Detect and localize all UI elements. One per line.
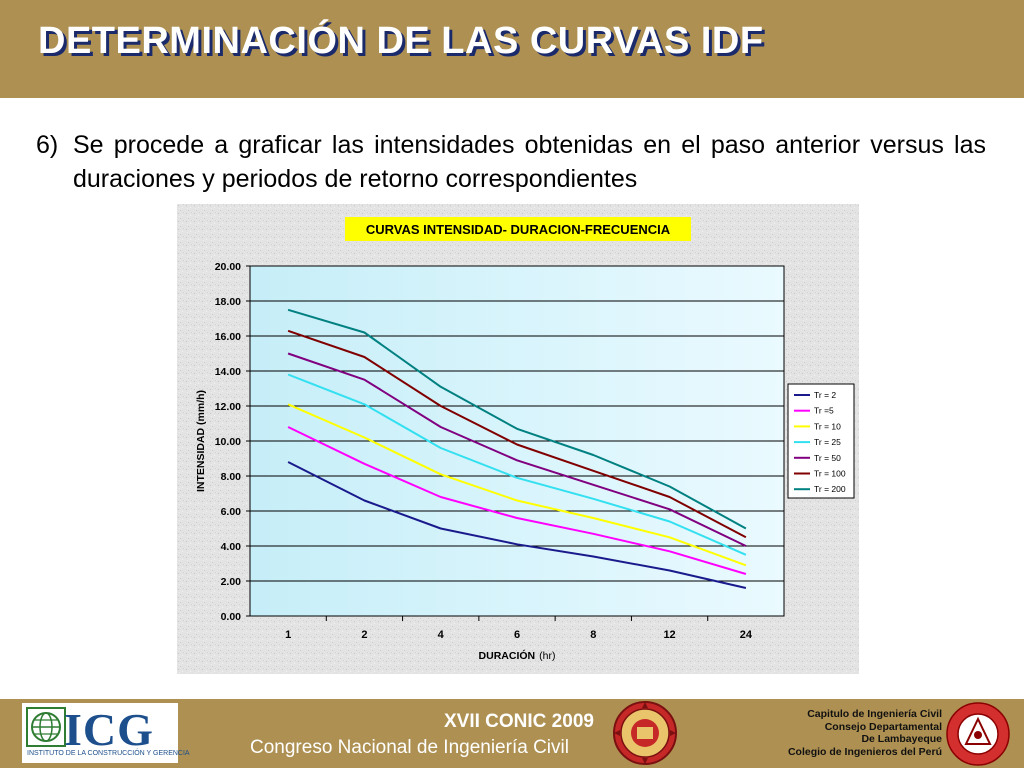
y-tick-label: 18.00	[215, 296, 241, 308]
y-tick-label: 16.00	[215, 331, 241, 343]
y-tick-label: 14.00	[215, 366, 241, 378]
icg-logo	[22, 703, 178, 763]
legend-label: Tr = 2	[814, 390, 836, 400]
chart-title: CURVAS INTENSIDAD- DURACION-FRECUENCIA	[366, 222, 671, 237]
legend-label: Tr = 10	[814, 421, 841, 431]
y-tick-label: 12.00	[215, 401, 241, 413]
y-tick-label: 6.00	[221, 506, 242, 518]
icg-logo-subtitle: INSTITUTO DE LA CONSTRUCCIÓN Y GERENCIA	[27, 750, 190, 757]
x-tick-label: 2	[361, 629, 367, 641]
series-line	[287, 352, 747, 547]
legend-label: Tr =5	[814, 406, 834, 416]
legend-label: Tr = 50	[814, 453, 841, 463]
series-line	[287, 329, 747, 539]
y-axis-label: INTENSIDAD (mm/h)	[195, 390, 207, 492]
chart-svg: CURVAS INTENSIDAD- DURACION-FRECUENCIA 0…	[177, 204, 859, 674]
series-line	[287, 403, 747, 567]
x-tick-label: 6	[514, 629, 520, 641]
series-lines	[287, 308, 747, 589]
event-title: XVII CONIC 2009	[444, 711, 594, 732]
y-tick-label: 8.00	[221, 471, 242, 483]
item-number: 6)	[36, 131, 59, 159]
x-tick-label: 24	[740, 629, 753, 641]
chapter-line-1: Capitulo de Ingeniería Civil	[807, 708, 942, 720]
legend-label: Tr = 100	[814, 469, 846, 479]
x-axis-label-unit: (hr)	[539, 650, 555, 662]
icg-logo-text: ICG	[64, 704, 154, 755]
bullet-item: 6) Se procede a graficar las intensidade…	[36, 128, 986, 196]
series-line	[287, 426, 747, 575]
y-tick-label: 10.00	[215, 436, 241, 448]
conic-seal-icon	[613, 701, 677, 765]
y-tick-label: 2.00	[221, 576, 242, 588]
chapter-line-4: Colegio de Ingenieros del Perú	[787, 745, 942, 758]
y-tick-labels: 0.00 2.00 4.00 6.00 8.00 10.00 12.00 14.00 16.00…	[215, 261, 241, 623]
x-axis-label-name: DURACIÓN	[479, 649, 536, 662]
chart-title-box	[345, 217, 691, 241]
y-tick-label: 0.00	[221, 611, 242, 623]
series-line	[287, 373, 747, 556]
y-tick-label: 4.00	[221, 541, 242, 553]
slide-title: DETERMINACIÓN DE LAS CURVAS IDF	[38, 20, 764, 62]
item-text: Se procede a graficar las intensidades o…	[73, 131, 986, 193]
legend-box	[787, 383, 855, 499]
header-bar	[0, 0, 1024, 98]
x-axis-label: DURACIÓN (hr)	[479, 649, 556, 662]
event-subtitle: Congreso Nacional de Ingeniería Civil	[250, 737, 569, 758]
legend-label: Tr = 200	[814, 484, 846, 494]
series-line	[287, 461, 747, 589]
x-tick-labels: 1 2 4 6 8 12 24	[285, 629, 753, 641]
icg-globe-icon	[26, 707, 66, 747]
x-tick-label: 4	[438, 629, 445, 641]
series-line	[287, 308, 747, 530]
x-tick-label: 1	[285, 629, 291, 641]
cip-seal-icon	[946, 702, 1010, 766]
x-tick-label: 8	[590, 629, 596, 641]
chapter-line-3: De Lambayeque	[861, 733, 942, 745]
idf-chart: CURVAS INTENSIDAD- DURACION-FRECUENCIA 0…	[177, 204, 859, 674]
y-tick-label: 20.00	[215, 261, 241, 273]
legend-label: Tr = 25	[814, 437, 841, 447]
chapter-text: Capitulo de Ingeniería Civil Consejo Dep…	[788, 708, 942, 758]
x-tick-label: 12	[663, 629, 675, 641]
chapter-line-2: Consejo Departamental	[824, 720, 942, 733]
legend: Tr = 2 Tr =5 Tr = 10 Tr = 25 Tr = 50 Tr = 100…	[794, 390, 846, 494]
